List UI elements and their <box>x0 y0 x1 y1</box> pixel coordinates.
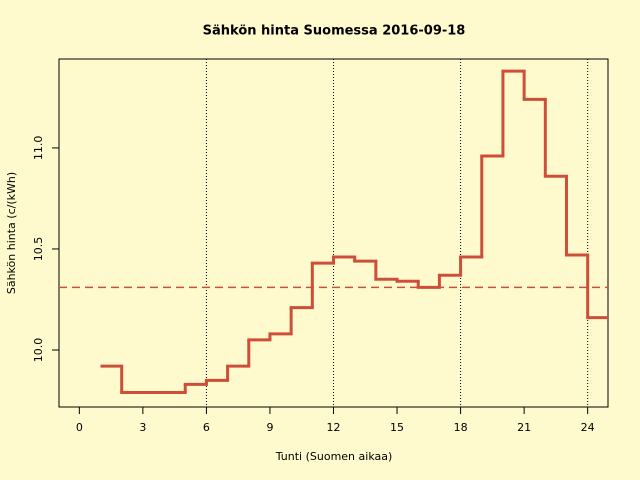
chart-title: Sähkön hinta Suomessa 2016-09-18 <box>203 24 466 39</box>
y-axis-label: Sähkön hinta (c/(kWh) <box>5 172 18 294</box>
x-tick-label: 24 <box>581 421 595 434</box>
y-tick-label: 10.5 <box>32 237 45 261</box>
x-tick-label: 6 <box>203 421 210 434</box>
x-tick-label: 18 <box>454 421 468 434</box>
x-tick-label: 12 <box>327 421 341 434</box>
x-tick-label: 0 <box>76 421 83 434</box>
x-axis-label: Tunti (Suomen aikaa) <box>275 450 393 463</box>
x-tick-label: 15 <box>390 421 404 434</box>
y-tick-label: 11.0 <box>32 136 45 161</box>
y-tick-label: 10.0 <box>32 338 45 363</box>
x-tick-label: 3 <box>139 421 146 434</box>
x-tick-label: 9 <box>266 421 273 434</box>
x-tick-label: 21 <box>517 421 531 434</box>
plot-area <box>59 59 608 407</box>
